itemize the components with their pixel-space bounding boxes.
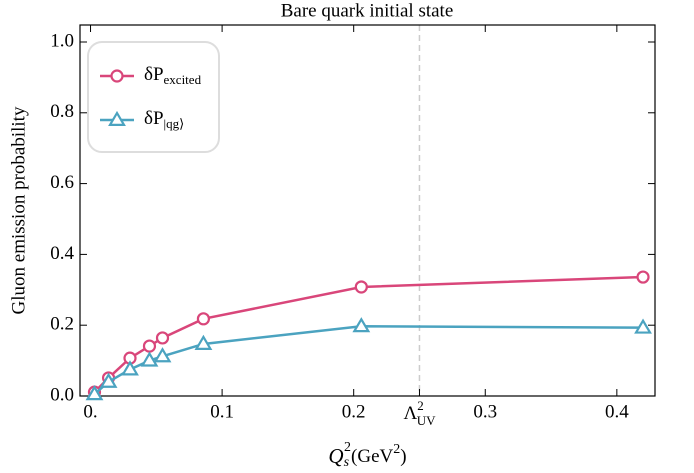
text-part: Λ — [403, 403, 417, 424]
reference-label: Λ2 UV — [403, 398, 436, 428]
plot-frame — [79, 24, 656, 397]
x-tick-label: 0.3 — [473, 401, 497, 422]
text-part: Q — [328, 444, 343, 468]
y-axis-label: Gluon emission probability — [8, 106, 29, 314]
series-line — [93, 325, 644, 396]
data-point — [153, 347, 172, 363]
legend-marker — [108, 110, 126, 127]
text-part: 2 — [344, 440, 351, 455]
y-tick-label: 0.6 — [50, 172, 74, 193]
text-part: δP — [144, 108, 164, 129]
legend-box — [87, 41, 220, 153]
data-point — [99, 372, 118, 388]
data-point — [194, 334, 213, 350]
x-axis-label: Qs2(GeV2) — [328, 440, 406, 470]
data-point — [196, 312, 211, 326]
data-point — [634, 318, 652, 334]
legend-label: δPexcited — [144, 64, 202, 87]
data-point — [140, 351, 159, 367]
text-part: |qg⟩ — [164, 116, 185, 131]
y-tick-label: 0.0 — [50, 384, 74, 405]
text-part: 2 — [417, 398, 424, 413]
y-tick-label: 0.8 — [50, 101, 74, 122]
text-part: excited — [164, 72, 202, 87]
x-tick-label: 0. — [83, 401, 97, 422]
data-point — [121, 360, 139, 376]
text-part: UV — [417, 413, 436, 428]
chart-title: Bare quark initial state — [281, 0, 454, 21]
data-point — [352, 317, 371, 333]
x-tick-label: 0.4 — [605, 401, 629, 422]
data-point — [142, 339, 157, 353]
legend-marker — [110, 69, 124, 83]
data-point — [85, 385, 104, 401]
text-part: s — [344, 455, 350, 470]
data-point — [155, 331, 170, 345]
text-part: δP — [144, 64, 164, 85]
data-point — [636, 270, 650, 284]
data-point — [354, 280, 368, 294]
series-line — [93, 275, 644, 393]
text-part: ) — [400, 446, 406, 467]
text-part: 2 — [393, 442, 400, 457]
x-tick-label: 0.2 — [342, 401, 366, 422]
y-tick-label: 0.4 — [50, 243, 74, 264]
y-tick-label: 0.2 — [50, 314, 74, 335]
legend-label: δP|qg⟩ — [144, 108, 184, 131]
y-tick-label: 1.0 — [50, 30, 74, 51]
text-part: (GeV — [351, 446, 393, 467]
x-tick-label: 0.1 — [210, 401, 234, 422]
